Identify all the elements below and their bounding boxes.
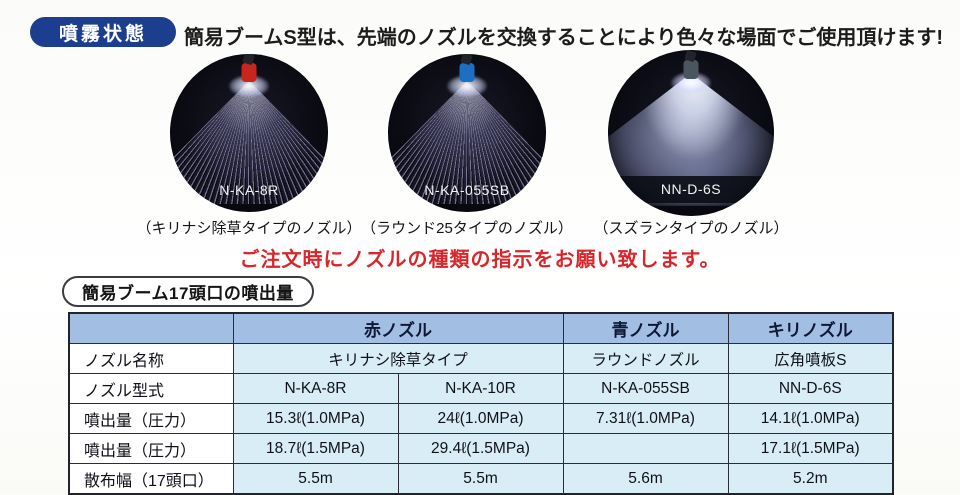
cell-kiri-model: NN-D-6S [727, 373, 894, 404]
cell-red-name: キリナシ除草タイプ [232, 343, 564, 374]
row-label: 散布幅（17頭口） [68, 463, 234, 495]
table-row-name: ノズル名称 キリナシ除草タイプ ラウンドノズル 広角噴板S [68, 343, 894, 374]
order-notice: ご注文時にノズルの種類の指示をお願い致します。 [239, 249, 721, 271]
cell-blue-model: N-KA-055SB [562, 373, 729, 404]
spray-glow [229, 74, 269, 97]
header-red-nozzle: 赤ノズル [232, 312, 564, 344]
cell-blue-1mpa: 7.31ℓ(1.0MPa) [562, 403, 729, 434]
table-row-model: ノズル型式 N-KA-8R N-KA-10R N-KA-055SB NN-D-6… [68, 373, 894, 404]
nozzle-photo-suzuran: NN-D-6S [608, 50, 774, 216]
header-kiri-nozzle: キリノズル [727, 312, 894, 344]
cell-red1-1mpa: 15.3ℓ(1.0MPa) [232, 403, 399, 434]
cell-blue-15mpa [562, 433, 729, 464]
badge-label: 噴霧状態 [58, 23, 147, 45]
cell-kiri-1mpa: 14.1ℓ(1.0MPa) [727, 403, 894, 434]
cell-kiri-15mpa: 17.1ℓ(1.5MPa) [727, 433, 894, 464]
cell-blue-width: 5.6m [562, 463, 729, 495]
spray-state-badge: 噴霧状態 [30, 17, 176, 47]
row-label: 噴出量（圧力） [68, 403, 234, 434]
header-blank-cell [68, 312, 234, 344]
table-row-discharge-1mpa: 噴出量（圧力） 15.3ℓ(1.0MPa) 24ℓ(1.0MPa) 7.31ℓ(… [68, 403, 894, 434]
nozzle-photo-red: N-KA-8R [170, 54, 328, 212]
cell-red2-15mpa: 29.4ℓ(1.5MPa) [397, 433, 564, 464]
cell-kiri-width: 5.2m [727, 463, 894, 495]
spray-glow [447, 74, 487, 97]
nozzle-photo-blue: N-KA-055SB [388, 54, 546, 212]
dark-nozzle-tip-icon [683, 59, 699, 79]
cell-red1-model: N-KA-8R [232, 373, 399, 404]
header-blue-nozzle: 青ノズル [562, 312, 729, 344]
table-header-row: 赤ノズル 青ノズル キリノズル [68, 312, 894, 344]
table-section-label: 簡易ブーム17頭口の噴出量 [62, 276, 314, 307]
cell-red1-15mpa: 18.7ℓ(1.5MPa) [232, 433, 399, 464]
blue-nozzle-tip-icon [459, 63, 475, 83]
row-label: 噴出量（圧力） [68, 433, 234, 464]
red-nozzle-tip-icon [241, 63, 257, 83]
discharge-spec-table: 赤ノズル 青ノズル キリノズル ノズル名称 キリナシ除草タイプ ラウンドノズル … [68, 312, 894, 495]
cell-blue-name: ラウンドノズル [562, 343, 729, 374]
cell-red2-model: N-KA-10R [397, 373, 564, 404]
nozzle-caption: （ラウンド25タイプのノズル） [361, 220, 573, 237]
row-label: ノズル型式 [68, 373, 234, 404]
model-label: NN-D-6S [660, 181, 722, 198]
spray-glow [671, 71, 711, 94]
cell-red2-1mpa: 24ℓ(1.0MPa) [397, 403, 564, 434]
cell-kiri-name: 広角噴板S [727, 343, 894, 374]
page-title: 簡易ブームS型は、先端のノズルを交換することにより色々な場面でご使用頂けます! [184, 27, 943, 49]
model-label: N-KA-8R [219, 181, 279, 198]
model-label-band: NN-D-6S [608, 175, 774, 203]
table-row-discharge-15mpa: 噴出量（圧力） 18.7ℓ(1.5MPa) 29.4ℓ(1.5MPa) 17.1… [68, 433, 894, 464]
section-label-text: 簡易ブーム17頭口の噴出量 [82, 284, 294, 303]
table-row-spray-width: 散布幅（17頭口） 5.5m 5.5m 5.6m 5.2m [68, 463, 894, 495]
model-label: N-KA-055SB [424, 181, 510, 198]
row-label: ノズル名称 [68, 343, 234, 374]
cell-red1-width: 5.5m [232, 463, 399, 495]
nozzle-caption: （キリナシ除草タイプのノズル） [136, 220, 362, 237]
nozzle-caption: （スズランタイプのノズル） [593, 220, 789, 237]
cell-red2-width: 5.5m [397, 463, 564, 495]
